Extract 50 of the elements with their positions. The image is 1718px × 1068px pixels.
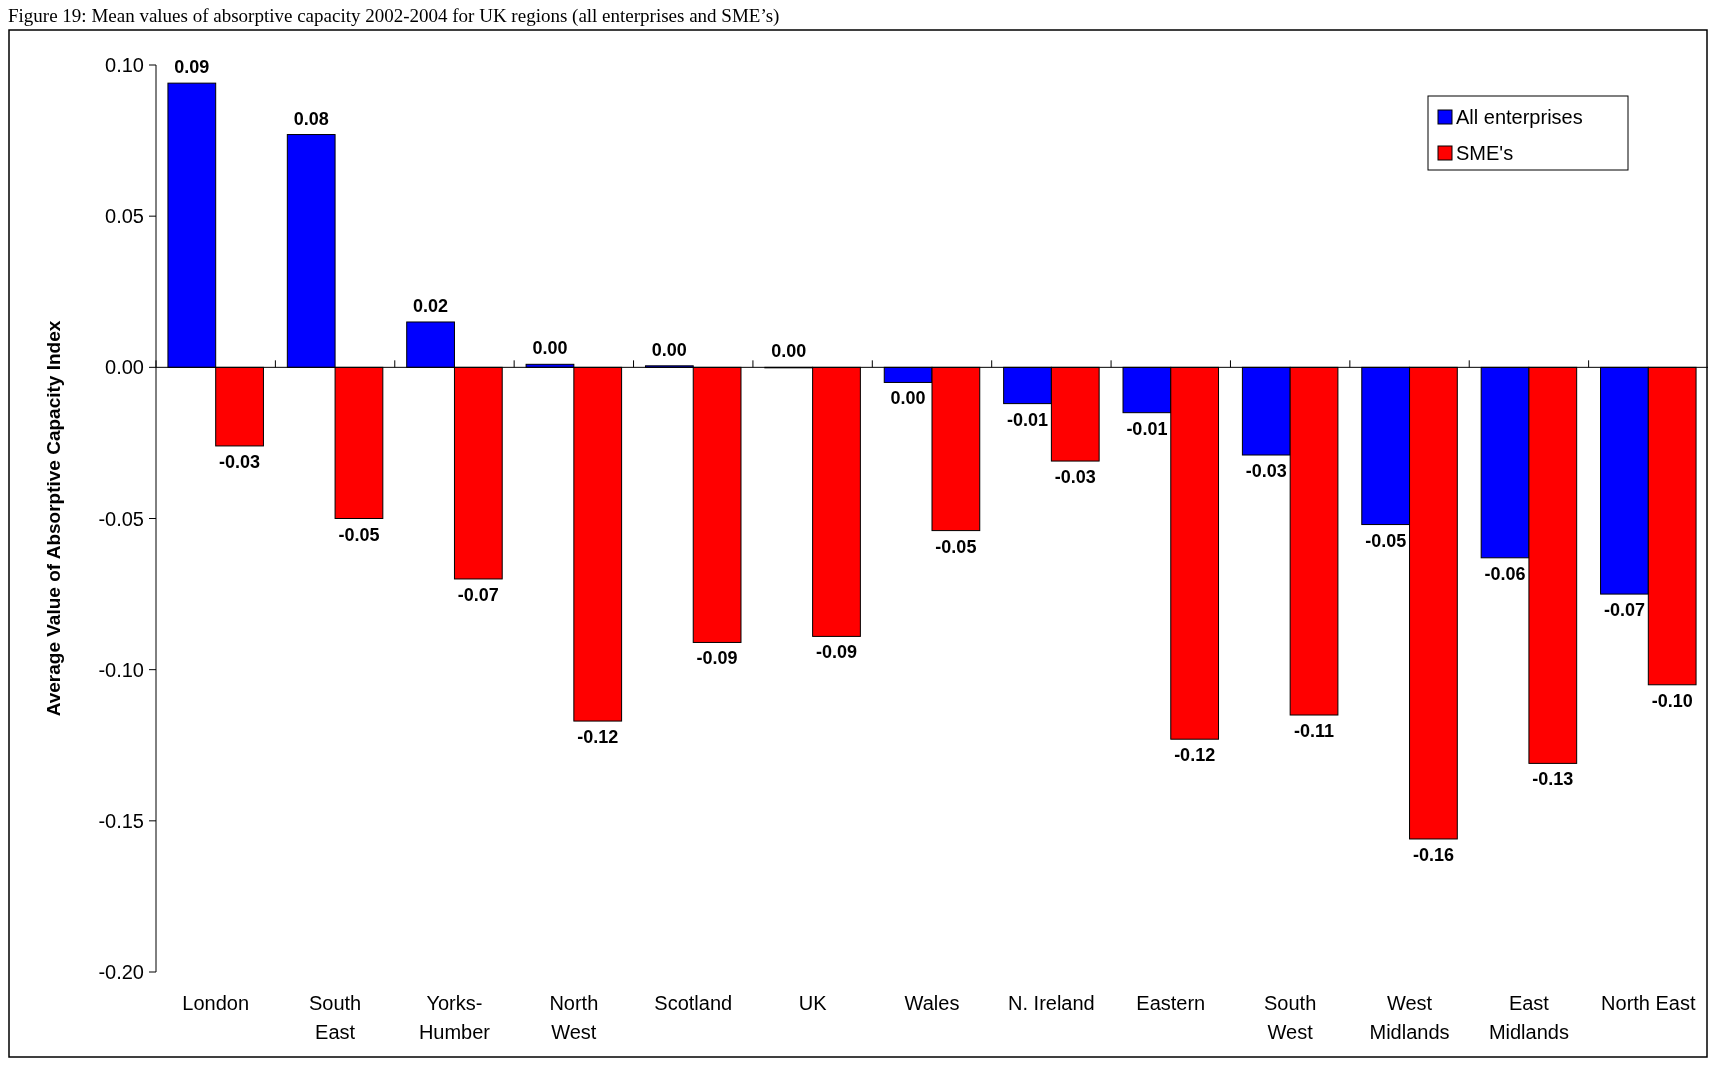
data-label: 0.00 [890,388,926,409]
x-tick-label: North West [549,992,599,1043]
y-tick-label: -0.20 [98,961,144,983]
data-label: -0.16 [1412,844,1454,865]
data-label: 0.09 [174,57,210,78]
y-tick-label: -0.05 [98,507,144,530]
data-label: -0.13 [1532,769,1574,790]
data-label: -0.07 [457,584,499,605]
data-label: -0.12 [577,727,619,748]
y-tick-label: 0.00 [105,356,144,379]
data-label: 0.00 [651,339,687,360]
data-label: -0.11 [1294,721,1335,742]
data-label: -0.05 [338,524,380,545]
y-tick-label: 0.10 [105,54,144,76]
data-label: -0.01 [1126,418,1168,439]
x-tick-label: Yorks- Humber [418,992,491,1043]
y-tick-label: -0.10 [98,658,144,681]
data-label: -0.03 [219,451,261,472]
data-label: -0.05 [935,536,977,557]
x-tick-label: South East [308,992,362,1043]
data-label: -0.12 [1174,745,1216,766]
legend-label: SME's [1456,142,1514,164]
data-label: -0.09 [696,648,738,669]
x-tick-label: Eastern [1136,992,1206,1014]
x-tick-label: London [182,992,250,1014]
y-tick-label: -0.15 [98,809,144,832]
chart-title: Figure 19: Mean values of absorptive capacity 2002-2004 for UK regions (all enterprises and SME’s) [8,5,780,27]
data-label: -0.06 [1484,563,1526,584]
data-label: 0.00 [771,341,807,362]
x-tick-label: East Midlands [1488,992,1569,1043]
x-tick-label: Wales [904,992,960,1014]
data-label: 0.00 [532,338,568,359]
legend-label: All enterprises [1456,106,1583,128]
x-tick-label: UK [798,992,828,1014]
data-label: -0.09 [815,642,858,663]
data-label: -0.05 [1365,530,1407,551]
data-label: -0.03 [1054,467,1096,488]
data-label: -0.01 [1006,409,1049,430]
x-tick-label: West Midlands [1369,992,1450,1043]
x-tick-label: South West [1264,992,1317,1043]
y-axis-title: Average Value of Absorptive Capacity Index [43,320,64,717]
data-label: -0.07 [1603,600,1645,621]
x-tick-label: N. Ireland [1008,992,1095,1014]
x-tick-label: Scotland [654,992,733,1014]
data-label: 0.02 [413,295,449,316]
data-label: -0.03 [1245,461,1287,482]
data-label: -0.10 [1651,690,1693,711]
x-tick-label: North East [1601,992,1696,1014]
data-label: 0.08 [293,108,329,129]
y-tick-label: 0.05 [105,205,144,228]
